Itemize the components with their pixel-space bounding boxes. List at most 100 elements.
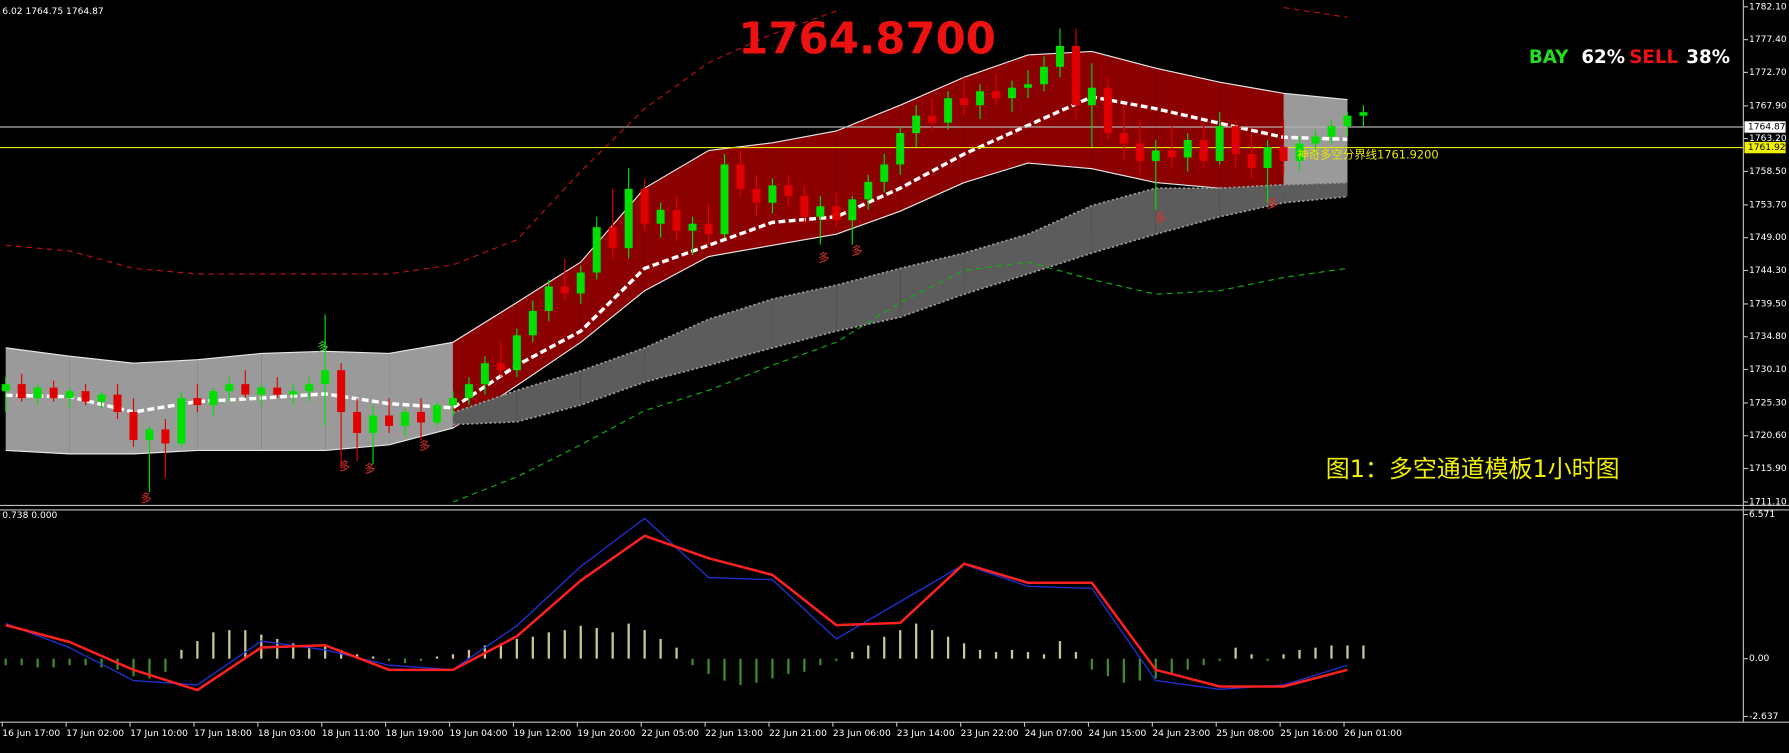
candle-body: [944, 98, 953, 123]
y-tick-label: 1767.90: [1749, 101, 1787, 111]
histogram-bar: [931, 630, 934, 659]
histogram-bar: [611, 632, 614, 659]
candle-body: [832, 206, 841, 221]
signal-label: 多: [851, 244, 862, 258]
candle-body: [209, 391, 218, 406]
histogram-bar: [1202, 658, 1205, 666]
histogram-bar: [1058, 641, 1062, 659]
histogram-bar: [851, 652, 854, 659]
candle-body: [1167, 150, 1176, 158]
y-tick-label: 1734.80: [1749, 332, 1787, 342]
candle-body: [640, 188, 649, 224]
candle-body: [864, 181, 873, 200]
candle-body: [784, 185, 793, 196]
signal-label: 多: [1155, 210, 1166, 224]
divider-note: 神奇多空分界线1761.9200: [1297, 148, 1438, 162]
signal-label: 多: [419, 439, 430, 453]
candle-body: [672, 209, 681, 231]
x-tick-label: 22 Jun 21:00: [769, 729, 827, 739]
histogram-bar: [1234, 647, 1237, 659]
histogram-bar: [1042, 654, 1046, 659]
candle-body: [225, 384, 234, 392]
header: 6.02 1764.75 1764.87: [2, 7, 104, 17]
candle-body: [1008, 87, 1017, 99]
x-tick-label: 24 Jun 15:00: [1088, 729, 1146, 739]
histogram-bar: [1074, 652, 1078, 659]
histogram-bar: [883, 636, 886, 659]
candle-body: [1055, 45, 1064, 67]
dashed-line: [5, 6, 1348, 275]
y-tick-label: 1744.30: [1749, 266, 1787, 276]
candle-body: [912, 115, 921, 134]
candle-body: [576, 272, 585, 294]
x-tick-label: 17 Jun 02:00: [66, 729, 124, 739]
candle-body: [1215, 126, 1224, 161]
ribbon: [580, 347, 645, 406]
ribbon-upper: [452, 181, 1348, 414]
histogram-bar: [867, 645, 870, 659]
ribbon: [772, 285, 837, 348]
histogram-bar: [659, 638, 662, 659]
histogram-bar: [547, 632, 550, 659]
histogram-bar: [1170, 658, 1173, 675]
histogram-bar: [403, 658, 407, 664]
candle-body: [592, 227, 601, 273]
histogram-bar: [1218, 658, 1221, 661]
candle-body: [257, 387, 266, 395]
indicator-header: 0.738 0.000: [2, 511, 57, 521]
candle-body: [1295, 143, 1304, 161]
y-tick-label: 1772.70: [1749, 68, 1787, 78]
candle-body: [321, 370, 330, 385]
histogram-bar: [739, 658, 742, 685]
indicator-line: [5, 534, 1348, 692]
candle-body: [528, 310, 537, 336]
candle-body: [97, 394, 106, 402]
y-tick-label: 1720.60: [1749, 431, 1787, 441]
candle-body: [1231, 126, 1240, 154]
histogram-bar: [387, 658, 391, 661]
histogram-bar: [962, 643, 966, 659]
signal-label: 多: [1266, 197, 1277, 211]
candle-body: [512, 335, 521, 371]
y-tick-label: 1763.20: [1749, 134, 1787, 144]
signal-label: 多: [317, 339, 328, 353]
histogram-bar: [20, 658, 23, 666]
histogram-bar: [276, 638, 279, 659]
histogram-bar: [946, 636, 950, 659]
candle-body: [1103, 87, 1112, 134]
x-tick-label: 18 Jun 03:00: [258, 729, 316, 739]
histogram-bar: [899, 630, 902, 659]
histogram-bar: [531, 636, 534, 659]
candle-body: [800, 195, 809, 217]
y2-tick-label: -2.637: [1749, 712, 1779, 722]
y-tick-label: 1730.10: [1749, 365, 1787, 375]
dashed-line: [452, 261, 1348, 503]
x-tick-label: 25 Jun 08:00: [1216, 729, 1274, 739]
candle-body: [624, 188, 633, 249]
histogram-bar: [1138, 658, 1141, 681]
candle-body: [992, 91, 1001, 99]
x-tick-label: 23 Jun 22:00: [961, 729, 1019, 739]
ribbon: [1155, 188, 1220, 235]
histogram-bar: [164, 658, 167, 672]
x-tick-label: 19 Jun 04:00: [450, 729, 508, 739]
histogram-bar: [723, 658, 726, 681]
x-tick-label: 17 Jun 10:00: [130, 729, 188, 739]
candle-body: [480, 363, 489, 385]
ribbon: [452, 390, 517, 425]
candle-body: [65, 391, 74, 399]
candle-body: [337, 370, 346, 413]
candle-body: [928, 115, 937, 123]
candle-body: [1247, 153, 1256, 168]
candle-body: [688, 223, 697, 231]
candle-body: [432, 405, 441, 423]
indicator-panel: [4, 517, 1365, 692]
ribbon: [836, 268, 901, 332]
candle-body: [145, 429, 154, 440]
histogram-bar: [324, 645, 327, 659]
candle-body: [193, 398, 202, 406]
sentiment-name: BAY: [1529, 47, 1569, 68]
y-tick-label: 1711.10: [1749, 498, 1787, 508]
candle-body: [129, 412, 138, 440]
